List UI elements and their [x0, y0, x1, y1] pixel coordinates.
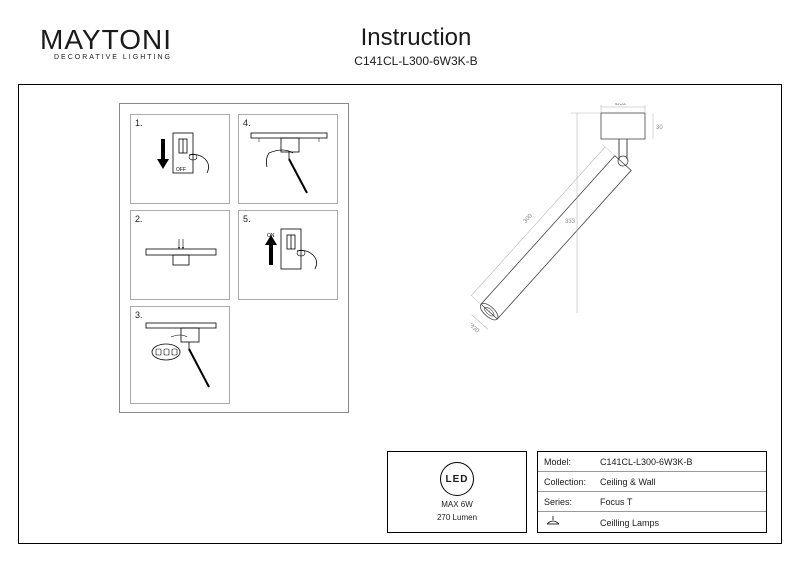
spec-collection-val: Ceiling & Wall — [596, 477, 766, 487]
step-5: 5. ON — [238, 210, 338, 300]
step-1: 1. OFF — [130, 114, 230, 204]
led-box: LED MAX 6W 270 Lumen — [387, 451, 527, 533]
led-lumen: 270 Lumen — [437, 513, 477, 522]
spec-collection-row: Collection: Ceiling & Wall — [538, 472, 766, 492]
spec-type-icon — [538, 516, 596, 530]
step-2-icon — [131, 211, 231, 301]
steps-panel: 1. OFF 2. 3. — [119, 103, 349, 413]
main-frame: 1. OFF 2. 3. — [18, 84, 782, 544]
dim-top-h: 30 — [656, 125, 663, 131]
step-1-icon: OFF — [131, 115, 231, 205]
step-2: 2. — [130, 210, 230, 300]
spec-model-row: Model: C141CL-L300-6W3K-B — [538, 452, 766, 472]
dim-top-w: Ø52 — [615, 103, 627, 107]
dim-tube-d: Ø30 — [471, 322, 480, 334]
spec-model-val: C141CL-L300-6W3K-B — [596, 457, 766, 467]
led-icon: LED — [440, 462, 474, 496]
page-title: Instruction — [72, 24, 760, 52]
spec-type-row: Ceilling Lamps — [538, 512, 766, 534]
spec-series-val: Focus T — [596, 497, 766, 507]
dim-tube-l: 300 — [523, 213, 535, 225]
product-drawing: Ø52 30 333 300 Ø30 — [471, 103, 751, 413]
step-4-icon — [239, 115, 339, 205]
spec-series-row: Series: Focus T — [538, 492, 766, 512]
lamp-icon — [544, 516, 562, 530]
dim-total-h: 333 — [565, 219, 576, 225]
spec-model-label: Model: — [538, 457, 596, 467]
step-5-icon: ON — [239, 211, 339, 301]
led-max: MAX 6W — [441, 500, 473, 509]
step-2-num: 2. — [135, 214, 143, 224]
spec-collection-label: Collection: — [538, 477, 596, 487]
model-subtitle: C141CL-L300-6W3K-B — [72, 54, 760, 68]
spec-type-val: Ceilling Lamps — [596, 518, 766, 528]
spec-box: Model: C141CL-L300-6W3K-B Collection: Ce… — [537, 451, 767, 533]
step-5-num: 5. — [243, 214, 251, 224]
info-row: LED MAX 6W 270 Lumen Model: C141CL-L300-… — [387, 451, 767, 533]
step-3-num: 3. — [135, 310, 143, 320]
step-1-num: 1. — [135, 118, 143, 128]
off-label: OFF — [176, 167, 186, 173]
step-3-icon — [131, 307, 231, 405]
title-block: Instruction C141CL-L300-6W3K-B — [72, 24, 760, 68]
step-3: 3. — [130, 306, 230, 404]
step-4-num: 4. — [243, 118, 251, 128]
header: MAYTONI DECORATIVE LIGHTING Instruction … — [0, 0, 800, 78]
spec-series-label: Series: — [538, 497, 596, 507]
step-4: 4. — [238, 114, 338, 204]
